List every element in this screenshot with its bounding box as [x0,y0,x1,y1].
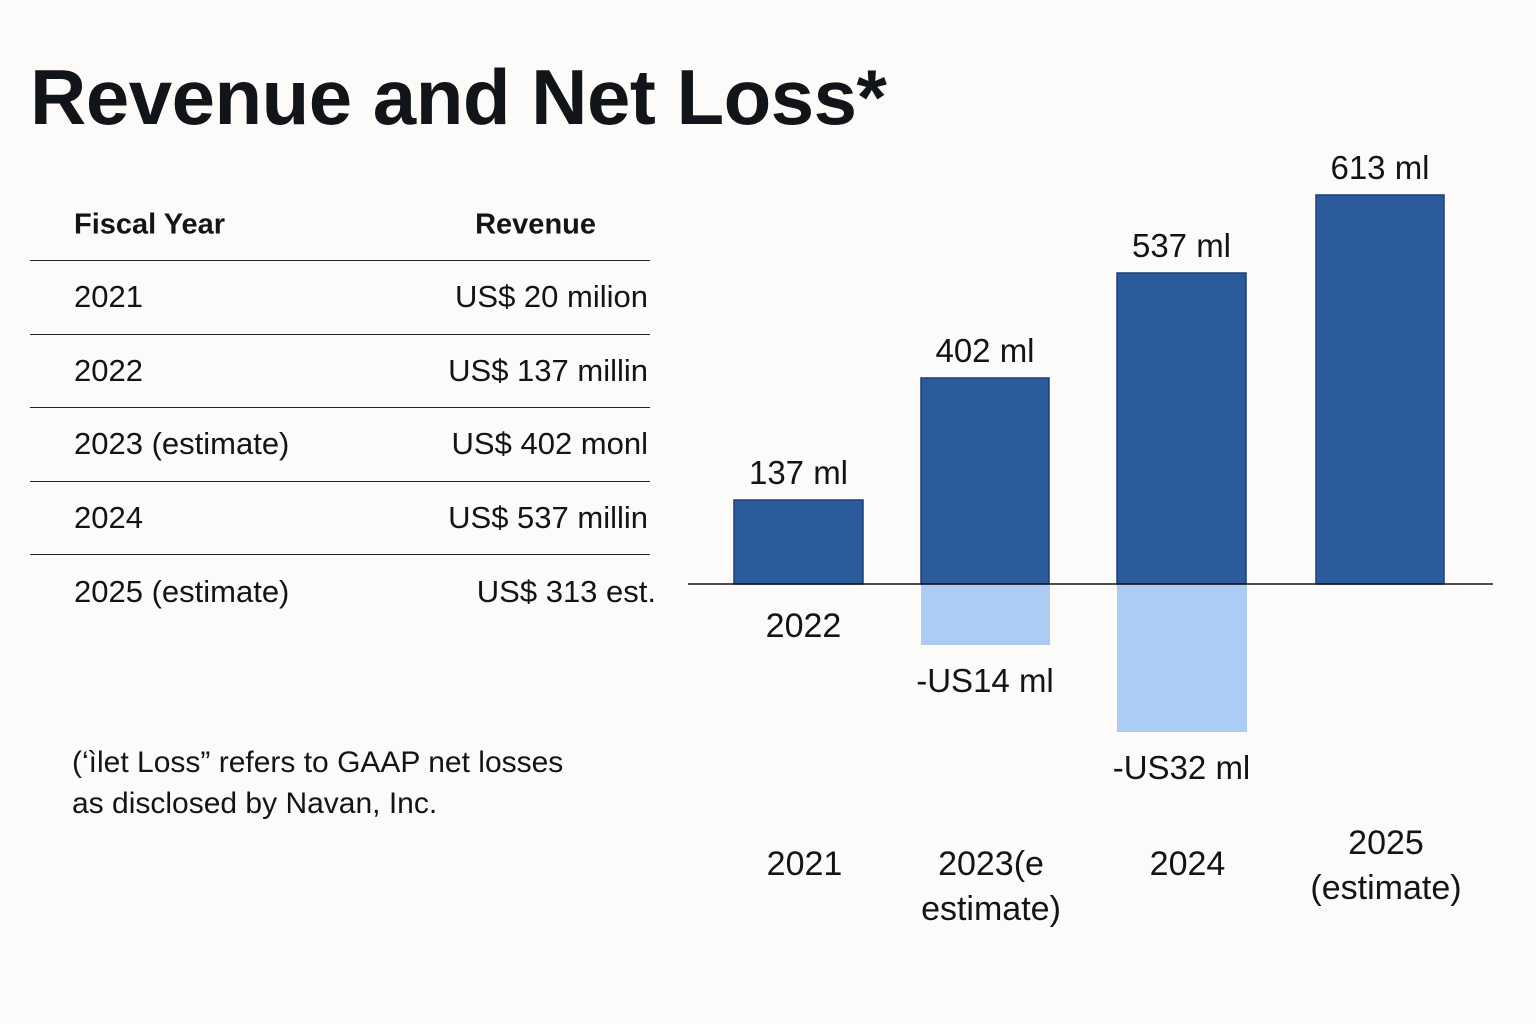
revenue-bar [1116,272,1247,585]
table-cell-year: 2024 [74,499,143,535]
table-cell-revenue: US$ 20 milion [455,279,648,315]
revenue-bar [733,499,864,585]
table-row: 2024 US$ 537 millin [30,482,650,555]
table-row: 2023 (estimate) US$ 402 monl [30,408,650,482]
footnote-line-2: as disclosed by Navan, Inc. [72,787,438,820]
table-cell-year: 2021 [74,279,143,315]
category-label: 2021 [767,845,843,883]
category-label: 2024 [1150,845,1226,883]
column-header-revenue: Revenue [475,208,596,241]
revenue-bar [920,377,1050,585]
net-loss-bar [921,585,1050,645]
table-cell-revenue: US$ 137 millin [448,352,648,388]
category-label: 2023(e [938,845,1044,883]
table-row: 2021 US$ 20 milion [30,261,650,335]
category-label-line-2: estimate) [921,890,1061,928]
chart-title: Revenue and Net Loss* [30,53,887,141]
table-cell-year: 2025 (estimate) [74,573,290,609]
revenue-data-label: 537 ml [1132,227,1231,264]
bars-layer [733,194,1445,732]
stray-year-label: 2022 [766,607,842,645]
footnote: (‘ìlet Loss” refers to GAAP net losses a… [72,742,672,824]
revenue-bar [1315,194,1445,585]
footnote-line-1: (‘ìlet Loss” refers to GAAP net losses [72,746,564,779]
revenue-data-label: 402 ml [935,332,1034,369]
category-label-line-2: (estimate) [1310,869,1461,907]
net-loss-bar [1117,585,1247,732]
table-cell-revenue: US$ 313 est. [476,573,656,609]
revenue-data-label: 137 ml [749,454,848,491]
table-row: 2022 US$ 137 millin [30,335,650,408]
table-cell-revenue: US$ 402 monl [451,426,648,462]
net-loss-data-label: -US14 ml [916,662,1054,699]
column-header-fiscal-year: Fiscal Year [74,208,226,241]
table-cell-revenue: US$ 537 millin [448,499,648,535]
net-loss-data-label: -US32 ml [1113,749,1251,786]
table-cell-year: 2022 [74,352,143,388]
table-cell-year: 2023 (estimate) [74,426,290,462]
labels-layer: 137 ml 2021 2022 402 ml -US14 ml 2023(e estima… [749,149,1462,928]
revenue-data-label: 613 ml [1330,149,1429,186]
category-label: 2025 [1348,824,1424,862]
table-row: 2025 (estimate) US$ 313 est. [30,555,656,629]
revenue-table: Fiscal Year Revenue 2021 US$ 20 milion 2… [30,190,656,629]
table-header-row: Fiscal Year Revenue [30,190,650,261]
